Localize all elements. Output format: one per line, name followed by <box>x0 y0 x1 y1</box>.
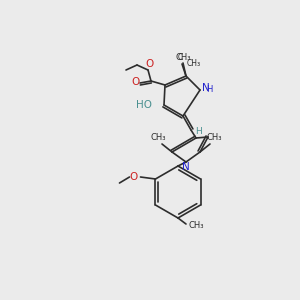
Text: N: N <box>202 83 210 93</box>
Text: H: H <box>206 85 212 94</box>
Text: CH₃: CH₃ <box>150 133 166 142</box>
Text: H: H <box>195 127 201 136</box>
Text: HO: HO <box>136 100 152 110</box>
Text: O: O <box>129 172 138 182</box>
Text: CH₃: CH₃ <box>188 221 204 230</box>
Text: N: N <box>182 162 190 172</box>
Text: CH₃: CH₃ <box>206 133 222 142</box>
Text: CH₃: CH₃ <box>175 52 191 62</box>
Text: CH₃: CH₃ <box>187 59 201 68</box>
Text: C: C <box>177 52 183 62</box>
Text: O: O <box>145 59 153 69</box>
Text: O: O <box>131 77 139 87</box>
